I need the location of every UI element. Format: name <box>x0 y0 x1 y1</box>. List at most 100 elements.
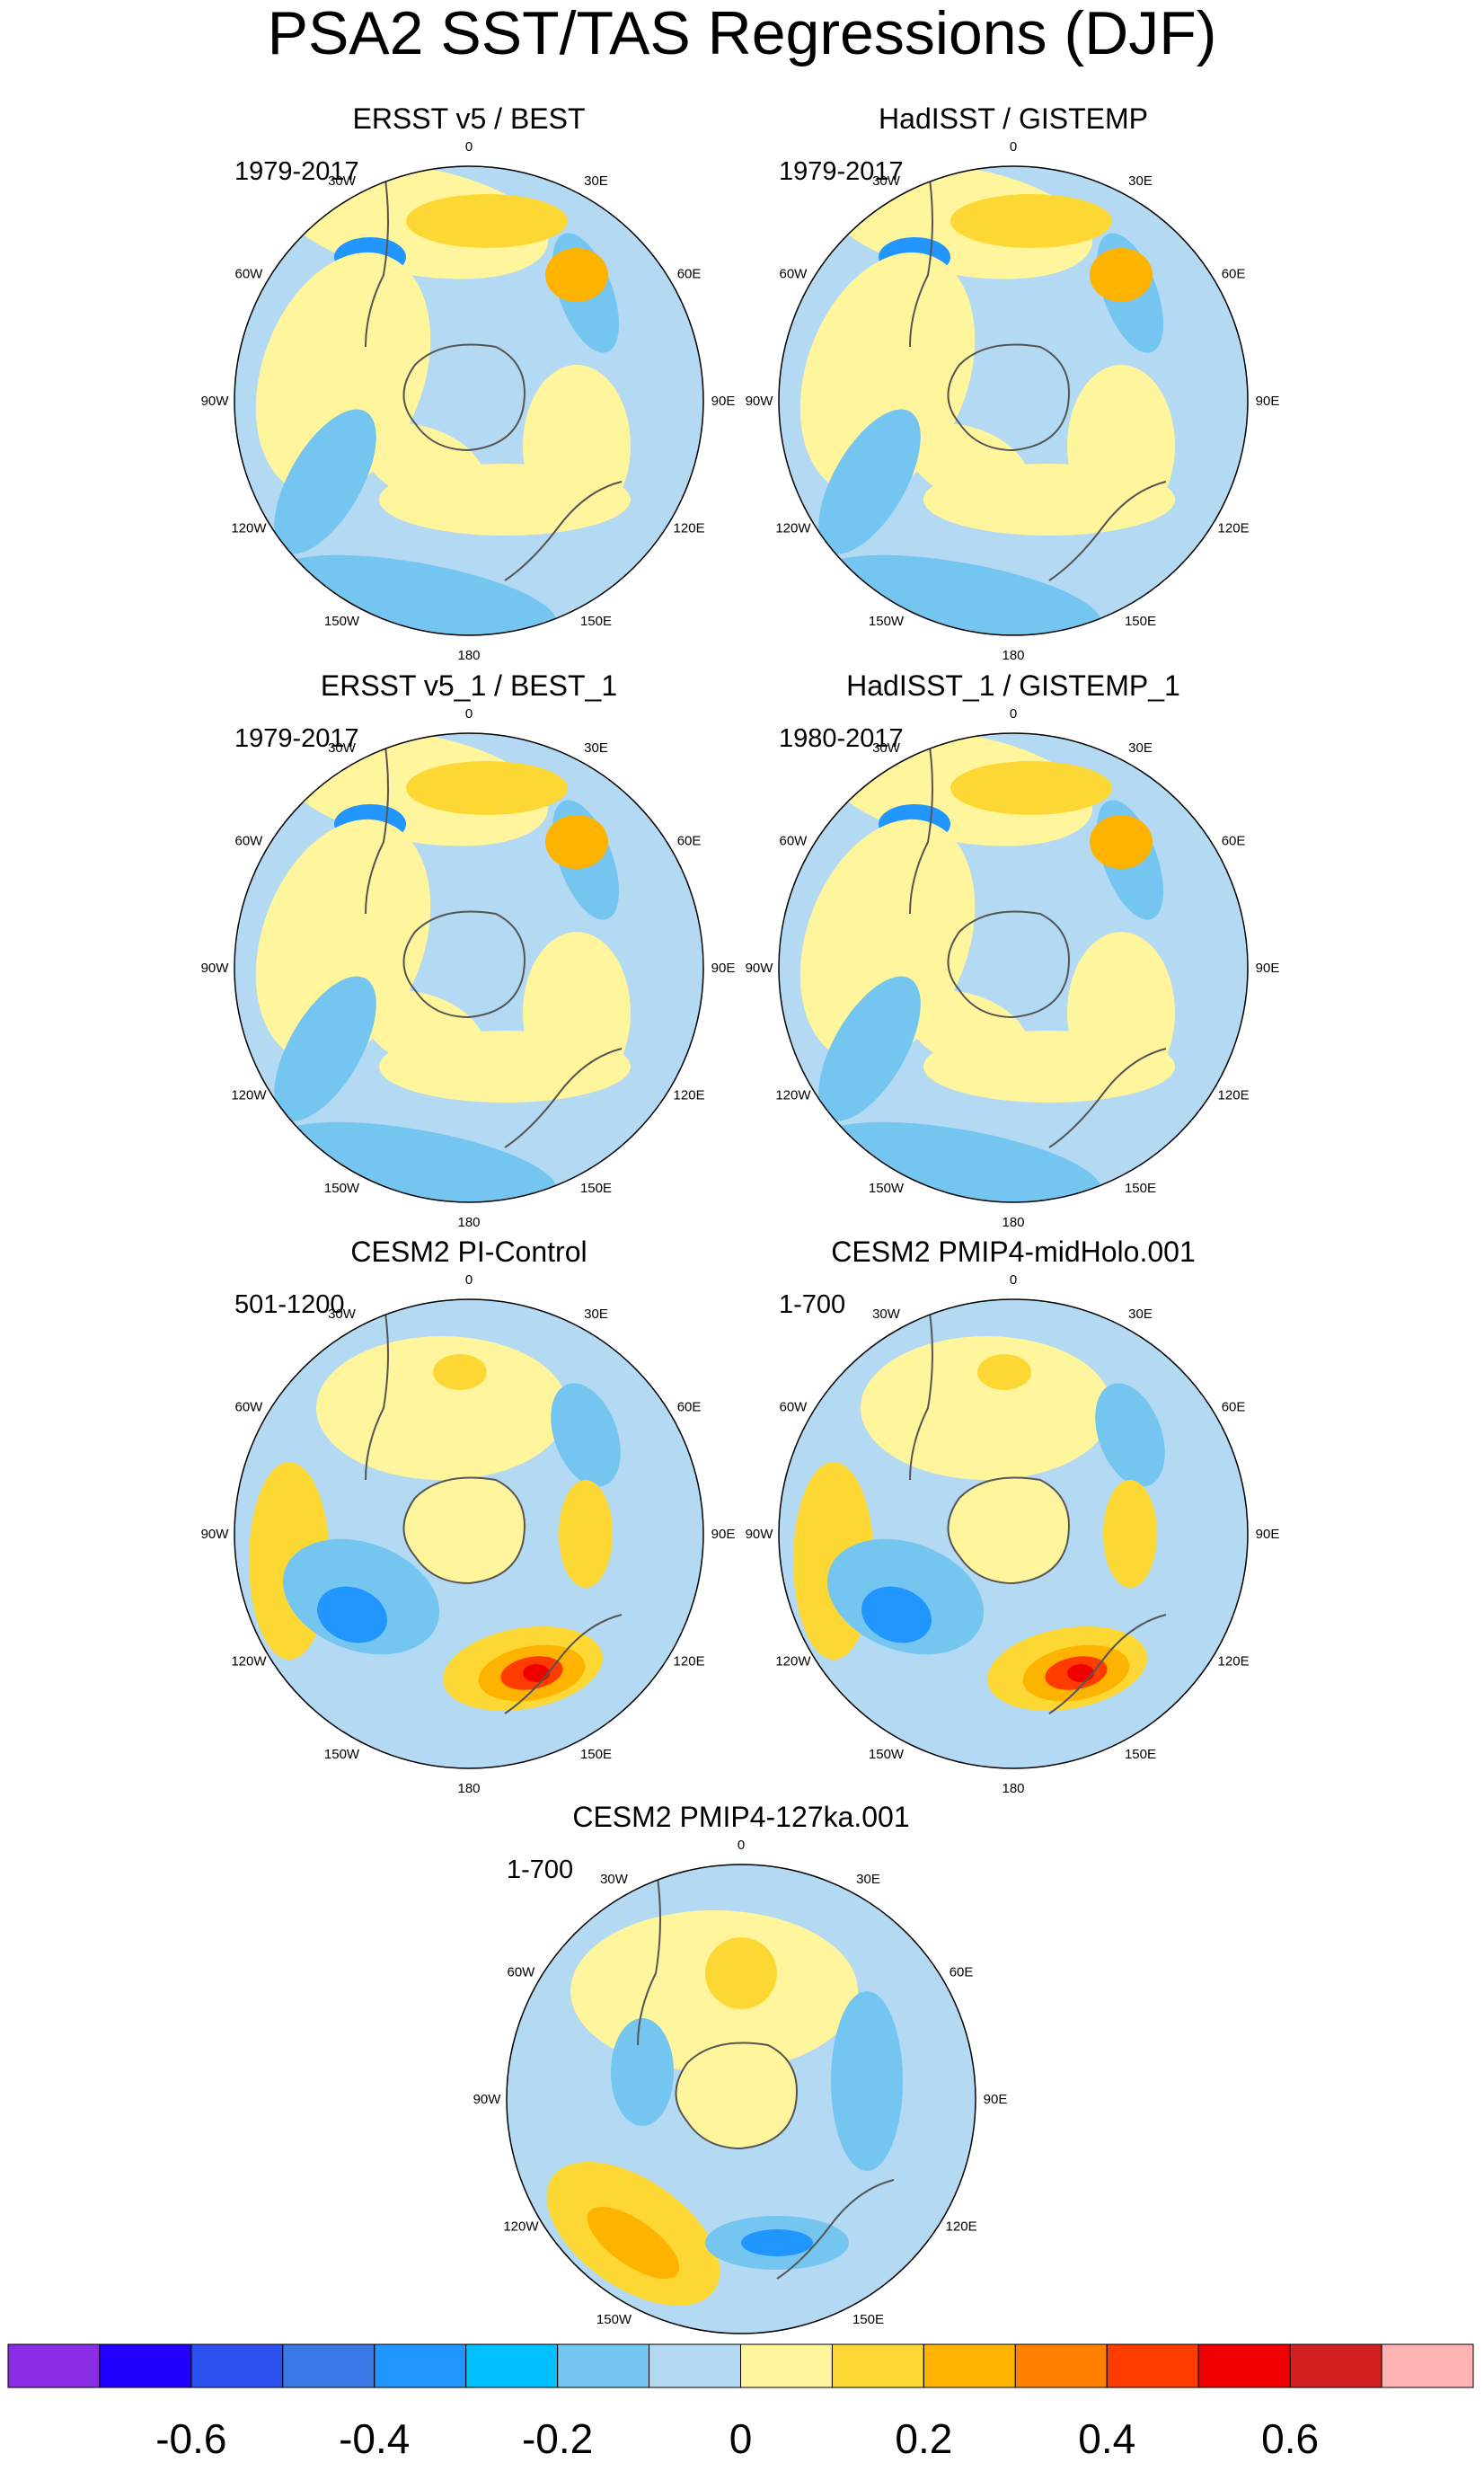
field-blob <box>523 365 631 527</box>
south-america <box>909 1299 933 1481</box>
field-blob <box>977 1354 1031 1390</box>
antarctica <box>947 343 1070 452</box>
longitude-label: 60E <box>1222 834 1246 849</box>
longitude-label: 60E <box>950 1965 974 1980</box>
longitude-label: 60W <box>779 834 808 849</box>
longitude-label: 90W <box>473 2092 502 2107</box>
field-blob <box>273 1121 557 1202</box>
longitude-label: 60E <box>677 267 702 282</box>
longitude-label: 150W <box>324 614 360 629</box>
longitude-label: 90E <box>711 1527 736 1542</box>
longitude-label: 30E <box>856 1872 880 1887</box>
field-blob <box>817 1121 1101 1202</box>
map-field <box>507 1865 976 2334</box>
field-blob <box>406 194 568 248</box>
colorbar-box <box>374 2343 467 2388</box>
australia <box>1048 1048 1167 1148</box>
map-outline <box>778 165 1249 636</box>
colorbar-label: 0 <box>729 2415 753 2462</box>
panel-period: 1979-2017 <box>234 157 359 186</box>
colorbar-box <box>557 2343 650 2388</box>
longitude-label: 30E <box>1128 173 1153 189</box>
field-blob <box>274 976 376 1121</box>
south-america <box>365 733 389 915</box>
longitude-label: 30E <box>1128 740 1153 756</box>
colorbar-box <box>465 2343 559 2388</box>
longitude-label: 90E <box>984 2092 1008 2107</box>
field-blob <box>587 2206 680 2280</box>
longitude-label: 30W <box>328 173 357 189</box>
longitude-label: 90E <box>1256 961 1280 976</box>
longitude-label: 90W <box>201 1527 230 1542</box>
longitude-label: 30W <box>328 740 357 756</box>
longitude-label: 150E <box>580 614 612 629</box>
panel-period: 1-700 <box>507 1856 573 1884</box>
field-blob <box>317 1586 387 1643</box>
antarctica <box>402 343 526 452</box>
australia <box>1048 1614 1167 1714</box>
field-blob <box>1067 932 1175 1094</box>
map-outline <box>234 732 704 1203</box>
field-blob <box>831 1991 903 2171</box>
longitude-label: 30E <box>584 173 608 189</box>
longitude-label: 120W <box>503 2219 539 2235</box>
field-blob <box>274 409 376 554</box>
longitude-label: 120W <box>231 1088 267 1103</box>
longitude-label: 30E <box>1128 1307 1153 1322</box>
panel-title: HadISST_1 / GISTEMP_1 <box>846 669 1180 702</box>
field-blob <box>818 976 921 1121</box>
map-field <box>779 166 1248 635</box>
longitude-label: 150W <box>869 614 905 629</box>
longitude-label: 120E <box>674 1654 705 1670</box>
longitude-label: 60W <box>234 834 263 849</box>
longitude-label: 120E <box>674 1088 705 1103</box>
colorbar-label: 0.6 <box>1261 2415 1319 2462</box>
longitude-label: 30W <box>872 740 901 756</box>
longitude-label: 30W <box>872 1307 901 1322</box>
colorbar-box <box>831 2343 924 2388</box>
field-blob <box>1103 1480 1157 1588</box>
field-blob <box>817 554 1101 635</box>
field-blob <box>861 1586 932 1643</box>
colorbar-label: -0.4 <box>339 2415 410 2462</box>
longitude-label: 150E <box>852 2312 884 2327</box>
longitude-label: 120W <box>231 1654 267 1670</box>
longitude-label: 0 <box>465 706 473 722</box>
field-blob <box>1067 1664 1094 1682</box>
figure-title: PSA2 SST/TAS Regressions (DJF) <box>268 0 1217 67</box>
field-blob <box>559 1480 613 1588</box>
longitude-label: 120W <box>775 1088 811 1103</box>
antarctica <box>947 1476 1070 1585</box>
map-field <box>234 166 703 635</box>
field-blob <box>545 248 608 302</box>
field-blob <box>705 1937 777 2009</box>
colorbar-box <box>1014 2343 1108 2388</box>
longitude-label: 180 <box>457 648 480 663</box>
longitude-label: 60W <box>234 267 263 282</box>
longitude-label: 90W <box>746 961 774 976</box>
south-america <box>909 166 933 348</box>
south-america <box>365 166 389 348</box>
colorbar-box <box>7 2343 101 2388</box>
field-blob <box>611 2018 674 2126</box>
colorbar-box <box>1289 2343 1382 2388</box>
longitude-label: 0 <box>465 1272 473 1288</box>
longitude-label: 90E <box>711 394 736 409</box>
longitude-label: 180 <box>457 1781 480 1796</box>
field-blob <box>406 761 568 815</box>
field-blob <box>523 1664 550 1682</box>
longitude-label: 0 <box>1010 1272 1017 1288</box>
longitude-label: 150W <box>869 1181 905 1196</box>
longitude-label: 150E <box>580 1181 612 1196</box>
longitude-label: 120W <box>775 521 811 536</box>
longitude-label: 180 <box>1002 648 1024 663</box>
colorbar-box <box>740 2343 833 2388</box>
longitude-label: 90W <box>746 1527 774 1542</box>
longitude-label: 60W <box>234 1400 263 1415</box>
field-blob <box>273 554 557 635</box>
map-field <box>779 733 1248 1202</box>
panel-title: CESM2 PMIP4-midHolo.001 <box>831 1236 1195 1268</box>
antarctica <box>947 910 1070 1019</box>
longitude-label: 150W <box>324 1747 360 1762</box>
